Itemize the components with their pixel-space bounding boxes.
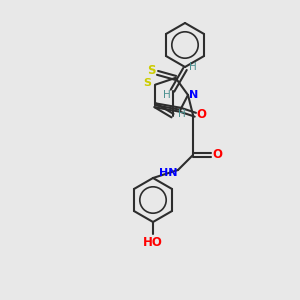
Text: HO: HO bbox=[143, 236, 163, 248]
Text: O: O bbox=[196, 108, 206, 121]
Text: O: O bbox=[212, 148, 222, 161]
Text: H: H bbox=[189, 62, 197, 72]
Text: N: N bbox=[189, 90, 199, 100]
Text: S: S bbox=[147, 64, 156, 77]
Text: HN: HN bbox=[159, 168, 177, 178]
Text: H: H bbox=[178, 109, 185, 119]
Text: S: S bbox=[143, 78, 151, 88]
Text: H: H bbox=[163, 90, 170, 100]
